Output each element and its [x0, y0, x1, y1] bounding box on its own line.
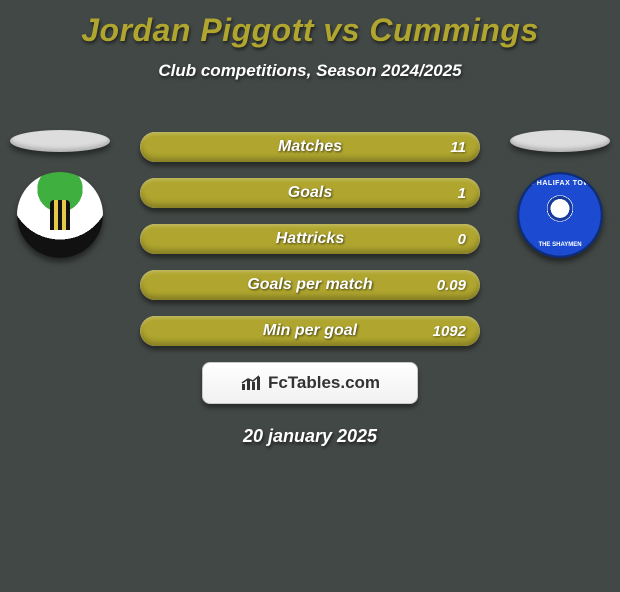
brand-chart-icon	[240, 374, 262, 392]
stat-bar-value: 11	[450, 132, 466, 162]
stat-bar-label: Goals per match	[140, 270, 480, 300]
snapshot-date: 20 january 2025	[0, 426, 620, 447]
stat-bar-value: 1092	[433, 316, 466, 346]
right-player-column: FC HALIFAX TOWN THE SHAYMEN	[510, 130, 610, 258]
right-team-crest-sub: THE SHAYMEN	[519, 242, 601, 248]
comparison-title: Jordan Piggott vs Cummings	[0, 12, 620, 49]
left-player-placeholder	[10, 130, 110, 152]
brand-badge: FcTables.com	[202, 362, 418, 404]
stat-bar-label: Hattricks	[140, 224, 480, 254]
left-team-crest	[17, 172, 103, 258]
stat-bar: Min per goal1092	[140, 316, 480, 346]
stat-bar: Goals per match0.09	[140, 270, 480, 300]
stat-bars: Matches11 Goals1 Hattricks0 Goals per match…	[140, 120, 480, 346]
right-player-placeholder	[510, 130, 610, 152]
stats-stage: FC HALIFAX TOWN THE SHAYMEN Matches11 Goa…	[0, 120, 620, 447]
stat-bar-label: Matches	[140, 132, 480, 162]
stat-bar-label: Goals	[140, 178, 480, 208]
brand-text: FcTables.com	[268, 373, 380, 393]
comparison-subtitle: Club competitions, Season 2024/2025	[0, 61, 620, 81]
stat-bar: Hattricks0	[140, 224, 480, 254]
right-team-crest: FC HALIFAX TOWN THE SHAYMEN	[517, 172, 603, 258]
left-player-column	[10, 130, 110, 258]
stat-bar-value: 0.09	[437, 270, 466, 300]
stat-bar: Goals1	[140, 178, 480, 208]
stat-bar: Matches11	[140, 132, 480, 162]
right-team-crest-label: FC HALIFAX TOWN	[519, 180, 601, 187]
stat-bar-value: 0	[458, 224, 466, 254]
stat-bar-label: Min per goal	[140, 316, 480, 346]
stat-bar-value: 1	[458, 178, 466, 208]
